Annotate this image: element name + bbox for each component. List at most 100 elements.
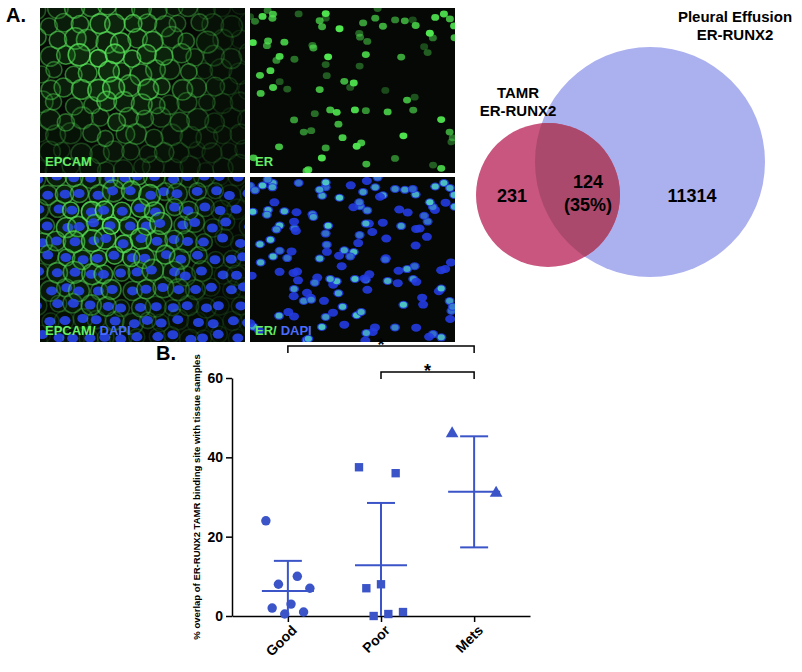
er-nucleus	[275, 143, 283, 150]
venn-intersection	[476, 123, 620, 267]
x-tick-label: Mets	[452, 622, 486, 656]
nucleus	[217, 234, 228, 243]
venn-count: 124	[573, 172, 603, 192]
er-nucleus	[336, 195, 343, 201]
nucleus	[370, 323, 380, 331]
nucleus	[231, 205, 242, 214]
nucleus	[224, 191, 235, 200]
venn-percent: (35%)	[564, 195, 612, 215]
nucleus	[350, 275, 360, 283]
nucleus	[40, 267, 44, 276]
nucleus	[265, 236, 275, 244]
nucleus	[125, 186, 136, 195]
data-point	[399, 608, 407, 616]
er-nucleus	[429, 162, 437, 169]
cell-membrane	[220, 77, 237, 94]
data-point	[355, 463, 363, 471]
er-nucleus	[451, 34, 455, 41]
nucleus	[235, 301, 245, 310]
cell-membrane	[234, 278, 245, 297]
er-nucleus	[327, 276, 334, 282]
nucleus	[317, 323, 327, 331]
er-nucleus	[381, 87, 389, 94]
er-nucleus	[322, 61, 330, 68]
cell-membrane	[40, 296, 47, 315]
er-nucleus	[437, 116, 445, 123]
cell-membrane	[60, 123, 81, 144]
nucleus	[214, 177, 225, 181]
cell-membrane	[235, 248, 245, 265]
y-tick: 40	[207, 449, 232, 465]
nucleus	[185, 335, 196, 342]
nucleus	[140, 285, 151, 294]
er-nucleus	[384, 278, 391, 284]
nucleus	[339, 321, 349, 329]
nucleus	[171, 189, 182, 198]
error-bars	[262, 436, 500, 616]
nucleus	[275, 268, 285, 276]
er-nucleus	[316, 256, 323, 262]
nucleus	[380, 255, 390, 263]
nucleus	[250, 208, 258, 216]
er-nucleus	[310, 214, 317, 220]
x-tick: Poor	[359, 616, 393, 656]
nucleus	[125, 222, 136, 231]
er-nucleus	[263, 212, 270, 218]
er-nucleus	[374, 8, 382, 12]
er-nucleus	[400, 302, 407, 308]
er-nucleus	[391, 324, 398, 330]
er-nucleus	[257, 90, 265, 97]
nucleus	[40, 205, 44, 214]
nucleus	[418, 301, 428, 309]
er-nucleus	[356, 232, 363, 238]
nucleus	[322, 248, 332, 256]
nucleus	[182, 177, 193, 181]
er-nucleus	[440, 11, 448, 18]
nucleus	[149, 177, 160, 181]
er-nucleus	[421, 213, 428, 219]
nucleus	[198, 238, 209, 247]
er-nucleus	[362, 107, 370, 114]
venn-set-label: ER-RUNX2	[697, 26, 774, 43]
er-nucleus	[403, 97, 411, 104]
micrograph-label: EPCAM/DAPI	[45, 323, 131, 338]
er-nucleus	[322, 10, 330, 17]
nucleus	[325, 275, 335, 283]
points	[261, 426, 502, 620]
er-nucleus	[275, 313, 282, 319]
er-nucleus	[259, 182, 266, 188]
nucleus	[131, 332, 142, 341]
nucleus	[289, 285, 299, 293]
er-nucleus	[336, 25, 344, 32]
er-nucleus	[257, 259, 264, 265]
x-axis: GoodPoorMets	[233, 616, 531, 659]
micrograph	[250, 177, 455, 342]
error-cap	[460, 546, 488, 548]
nucleus	[292, 268, 302, 276]
nucleus	[145, 191, 156, 200]
y-tick-mark	[226, 536, 232, 538]
nucleus	[228, 316, 239, 325]
cell-membrane	[142, 156, 163, 173]
nucleus	[70, 268, 81, 277]
nucleus	[321, 313, 331, 321]
er-nucleus	[401, 17, 409, 24]
nucleus	[242, 189, 245, 198]
nucleus	[199, 202, 210, 211]
data-point	[267, 603, 276, 612]
cell-membrane	[122, 143, 139, 160]
error-bar	[473, 436, 475, 547]
data-point	[299, 607, 308, 616]
data-point	[286, 599, 295, 608]
nucleus	[402, 265, 412, 273]
nucleus	[103, 302, 114, 311]
venn-count: 231	[497, 186, 527, 206]
cell-membrane	[40, 28, 46, 45]
nucleus	[40, 177, 43, 184]
cell-membrane	[71, 185, 89, 203]
nucleus	[156, 319, 167, 328]
cell-membrane	[114, 160, 133, 173]
venn-count: 11314	[667, 186, 716, 206]
nucleus	[255, 240, 265, 248]
nucleus	[346, 181, 356, 189]
